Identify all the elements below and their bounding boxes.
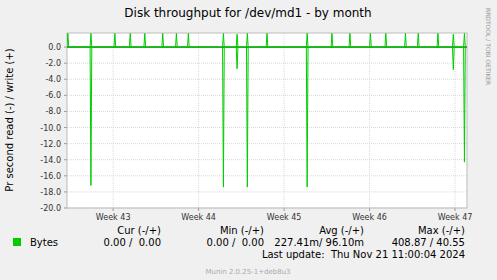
grid-line xyxy=(284,33,285,208)
grid-line xyxy=(67,63,467,64)
grid-line xyxy=(67,159,467,160)
tick-label: -10.0 xyxy=(40,124,61,133)
legend-label: Bytes xyxy=(30,237,58,248)
tick-label: Week 44 xyxy=(181,213,216,222)
grid-line xyxy=(67,127,467,128)
series-line xyxy=(67,47,467,187)
stats-value: 0.00 / 0.00 xyxy=(207,237,264,248)
legend-swatch xyxy=(13,238,21,246)
tick-label: -18.0 xyxy=(40,188,61,197)
grid-line xyxy=(369,33,370,208)
watermark: RRDTOOL / TOBI OETIKER xyxy=(485,8,492,85)
y-axis-label: Pr second read (-) / write (+) xyxy=(4,48,15,191)
tick-label: -16.0 xyxy=(40,172,61,181)
grid-line xyxy=(67,191,467,192)
tick-label: -20.0 xyxy=(40,204,61,213)
tick-label: Week 46 xyxy=(352,213,387,222)
last-update: Last update: Thu Nov 21 11:00:04 2024 xyxy=(262,249,465,260)
grid-line xyxy=(67,79,467,80)
stats-header: Max (-/+) xyxy=(418,225,465,236)
tick-label: -2.0 xyxy=(45,59,61,68)
tick-label: 0.0 xyxy=(48,43,61,52)
plot-frame xyxy=(67,33,467,208)
stats-value: 408.87 / 40.55 xyxy=(392,237,465,248)
grid-line xyxy=(455,33,456,208)
title: Disk throughput for /dev/md1 - by month xyxy=(124,6,371,20)
tick-label: Week 43 xyxy=(96,213,131,222)
background xyxy=(0,0,497,280)
tick-label: -4.0 xyxy=(45,75,61,84)
stats-header: Avg (-/+) xyxy=(319,225,364,236)
stats-header: Min (-/+) xyxy=(220,225,264,236)
series-line xyxy=(67,33,467,47)
credit: Munin 2.0.25-1+deb8u3 xyxy=(205,268,290,276)
plot-area xyxy=(67,33,467,208)
tick-label: Week 45 xyxy=(267,213,302,222)
tick-label: Week 47 xyxy=(438,213,473,222)
stats-header: Cur (-/+) xyxy=(117,225,161,236)
tick-label: -6.0 xyxy=(45,91,61,100)
stats-value: 0.00 / 0.00 xyxy=(104,237,161,248)
grid-line xyxy=(113,33,114,208)
grid-line xyxy=(67,111,467,112)
series-group xyxy=(67,33,467,187)
chart: Disk throughput for /dev/md1 - by month P… xyxy=(0,0,497,280)
grid-line xyxy=(67,143,467,144)
grid-line xyxy=(67,175,467,176)
tick-label: -14.0 xyxy=(40,156,61,165)
tick-label: -8.0 xyxy=(45,107,61,116)
stats-value: 227.41m/ 96.10m xyxy=(274,237,364,248)
grid-line xyxy=(198,33,199,208)
grid-line xyxy=(67,95,467,96)
tick-label: -12.0 xyxy=(40,140,61,149)
